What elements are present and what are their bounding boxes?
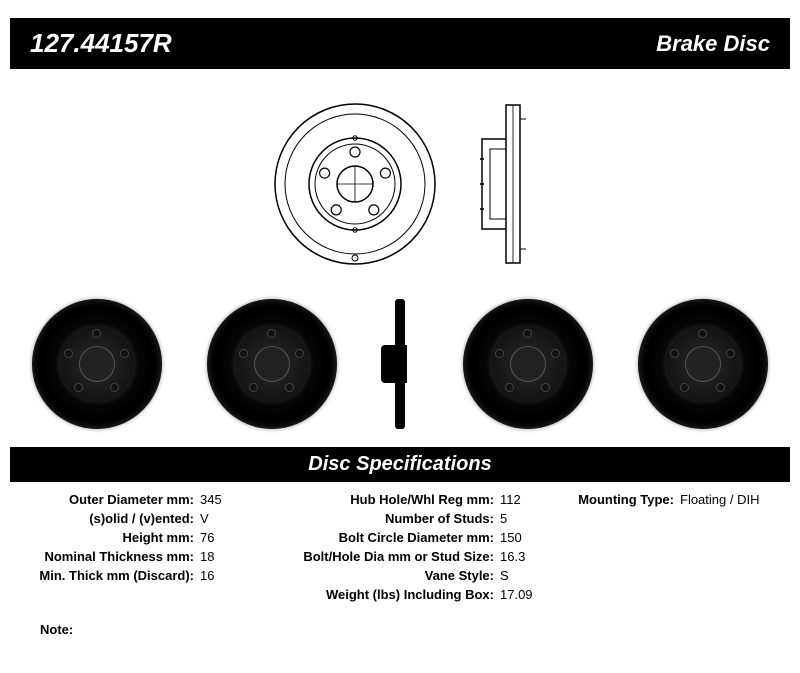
spec-col-mid: Hub Hole/Whl Reg mm: 112 Number of Studs:… bbox=[260, 490, 560, 604]
spec-value: 150 bbox=[500, 530, 560, 545]
note-row: Note: bbox=[40, 622, 790, 637]
spec-label: Weight (lbs) Including Box: bbox=[294, 587, 494, 602]
spec-row: Vane Style: S bbox=[260, 566, 560, 585]
spec-value: 112 bbox=[500, 492, 560, 507]
spec-row: Mounting Type: Floating / DIH bbox=[560, 490, 790, 509]
spec-label: Outer Diameter mm: bbox=[24, 492, 194, 507]
rotor-photo-3 bbox=[463, 299, 593, 429]
spec-label: Min. Thick mm (Discard): bbox=[24, 568, 194, 583]
spec-value: 18 bbox=[200, 549, 260, 564]
spec-row: Hub Hole/Whl Reg mm: 112 bbox=[260, 490, 560, 509]
spec-row: (s)olid / (v)ented: V bbox=[10, 509, 260, 528]
rotor-front-diagram bbox=[270, 99, 440, 269]
rotor-photo-side bbox=[381, 299, 419, 429]
spec-row: Bolt/Hole Dia mm or Stud Size: 16.3 bbox=[260, 547, 560, 566]
spec-label: Hub Hole/Whl Reg mm: bbox=[294, 492, 494, 507]
spec-value: 16 bbox=[200, 568, 260, 583]
spec-label: (s)olid / (v)ented: bbox=[24, 511, 194, 526]
spec-row: Number of Studs: 5 bbox=[260, 509, 560, 528]
header-bar: 127.44157R Brake Disc bbox=[10, 18, 790, 69]
specs-table: Outer Diameter mm: 345 (s)olid / (v)ented… bbox=[10, 490, 790, 604]
rotor-photo-1 bbox=[32, 299, 162, 429]
spec-label: Bolt Circle Diameter mm: bbox=[294, 530, 494, 545]
spec-label: Bolt/Hole Dia mm or Stud Size: bbox=[294, 549, 494, 564]
spec-row: Outer Diameter mm: 345 bbox=[10, 490, 260, 509]
spec-col-left: Outer Diameter mm: 345 (s)olid / (v)ented… bbox=[10, 490, 260, 604]
spec-label: Height mm: bbox=[24, 530, 194, 545]
spec-label: Vane Style: bbox=[294, 568, 494, 583]
spec-value: V bbox=[200, 511, 260, 526]
rotor-photo-2 bbox=[207, 299, 337, 429]
part-number: 127.44157R bbox=[30, 28, 172, 59]
spec-value: 16.3 bbox=[500, 549, 560, 564]
spec-label: Mounting Type: bbox=[564, 492, 674, 507]
spec-value: 76 bbox=[200, 530, 260, 545]
rotor-photo-4 bbox=[638, 299, 768, 429]
product-type: Brake Disc bbox=[656, 31, 770, 57]
photo-row bbox=[10, 289, 790, 439]
spec-value: Floating / DIH bbox=[680, 492, 790, 507]
spec-row: Weight (lbs) Including Box: 17.09 bbox=[260, 585, 560, 604]
spec-label: Nominal Thickness mm: bbox=[24, 549, 194, 564]
spec-col-right: Mounting Type: Floating / DIH bbox=[560, 490, 790, 604]
spec-row: Min. Thick mm (Discard): 16 bbox=[10, 566, 260, 585]
diagram-row bbox=[0, 89, 800, 279]
spec-value: 5 bbox=[500, 511, 560, 526]
spec-value: 345 bbox=[200, 492, 260, 507]
note-label: Note: bbox=[40, 622, 73, 637]
spec-row: Height mm: 76 bbox=[10, 528, 260, 547]
spec-value: 17.09 bbox=[500, 587, 560, 602]
spec-row: Bolt Circle Diameter mm: 150 bbox=[260, 528, 560, 547]
spec-value: S bbox=[500, 568, 560, 583]
spec-title-bar: Disc Specifications bbox=[10, 447, 790, 482]
spec-row: Nominal Thickness mm: 18 bbox=[10, 547, 260, 566]
rotor-side-diagram bbox=[470, 99, 530, 269]
spec-label: Number of Studs: bbox=[294, 511, 494, 526]
